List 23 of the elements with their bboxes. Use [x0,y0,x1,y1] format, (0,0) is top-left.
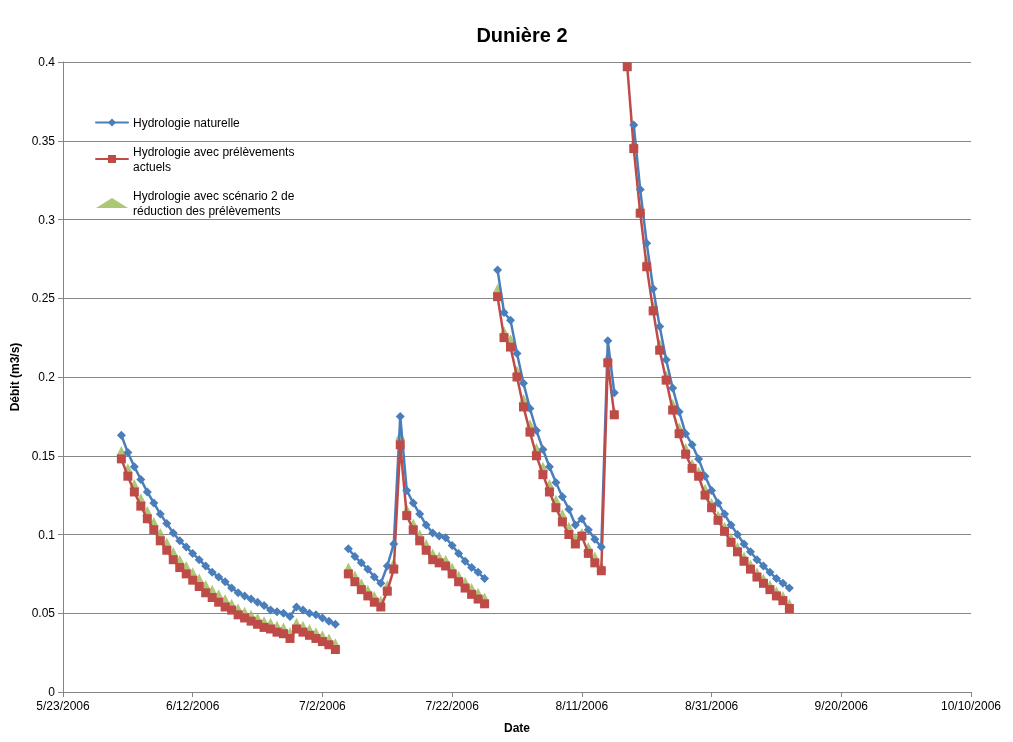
y-tick-label: 0.4 [38,55,56,69]
y-tick-label: 0.2 [38,370,56,384]
y-tick-label: 0.05 [31,606,56,621]
x-tick-label: 7/2/2006 [299,699,347,713]
y-axis-title: Débit (m3/s) [7,342,22,412]
x-axis-title: Date [503,721,531,735]
legend-label: Hydrologie naturelle [133,115,241,130]
x-tick-label: 10/10/2006 [940,699,1002,713]
chart-title: Dunière 2 [476,24,568,46]
x-tick-label: 8/31/2006 [684,699,739,713]
x-tick-label: 5/23/2006 [36,699,91,713]
legend-label: Hydrologie avec prélèvements actuels [133,144,298,174]
legend-label: Hydrologie avec scénario 2 de réduction des prélèvements [133,188,298,218]
y-tick-label: 0.15 [31,448,56,463]
y-tick-label: 0.3 [38,212,56,227]
y-tick-label: 0.35 [31,133,56,148]
x-tick-label: 6/12/2006 [166,699,220,713]
x-tick-label: 9/20/2006 [814,699,869,713]
x-tick-label: 7/22/2006 [425,699,480,713]
x-tick-label: 8/11/2006 [555,699,609,713]
y-tick-label: 0.25 [31,291,56,306]
y-tick-label: 0.1 [38,527,56,542]
y-tick-label: 0 [48,685,56,699]
